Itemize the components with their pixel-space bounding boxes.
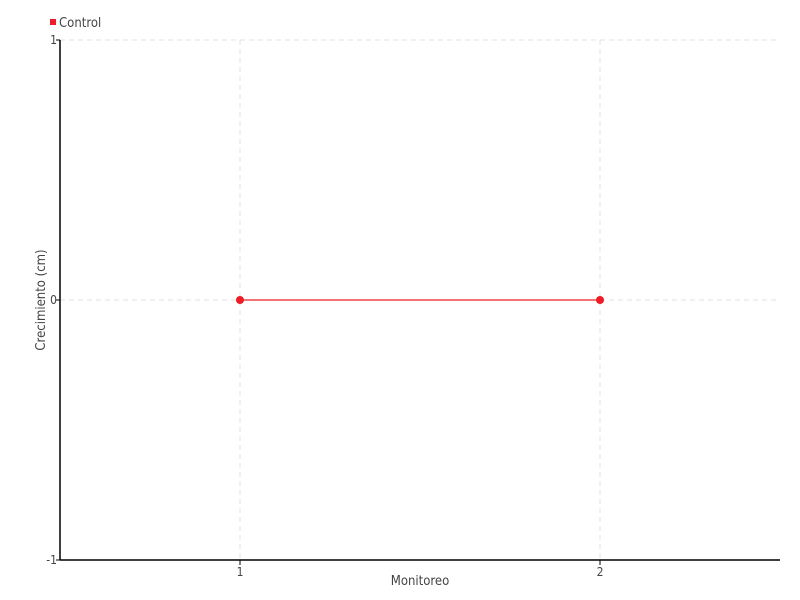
- y-tick-label: 0: [50, 293, 57, 307]
- x-tick-label: 1: [237, 565, 244, 579]
- data-point: [236, 296, 244, 304]
- data-point: [596, 296, 604, 304]
- x-tick-label: 2: [597, 565, 604, 579]
- legend-label[interactable]: Control: [59, 16, 101, 31]
- legend-swatch: [50, 19, 56, 25]
- y-tick-label: -1: [46, 553, 57, 567]
- y-tick-label: 1: [50, 33, 57, 47]
- x-axis-label: Monitoreo: [391, 574, 450, 589]
- y-axis-label: Crecimiento (cm): [34, 249, 49, 350]
